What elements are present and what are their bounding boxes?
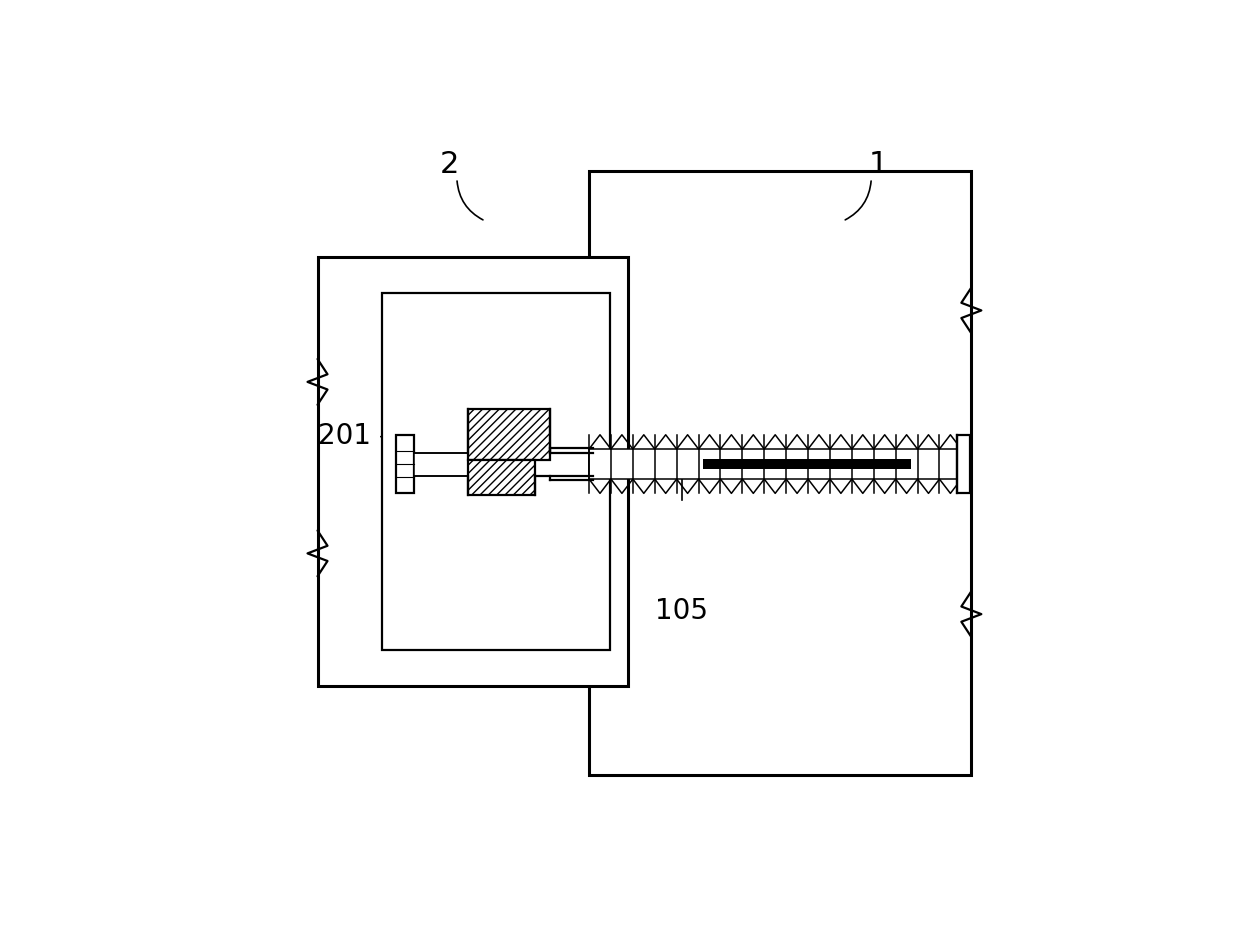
Text: 1: 1 bbox=[869, 150, 888, 179]
Text: 2: 2 bbox=[440, 150, 459, 179]
Bar bbox=[589, 450, 961, 479]
Bar bbox=[467, 461, 536, 495]
Bar bbox=[382, 293, 610, 650]
Bar bbox=[396, 436, 414, 494]
Text: 201: 201 bbox=[319, 422, 371, 450]
Bar bbox=[957, 436, 970, 494]
Bar bbox=[317, 258, 629, 686]
Bar bbox=[467, 410, 549, 461]
Bar bbox=[703, 460, 910, 469]
Text: 105: 105 bbox=[656, 597, 708, 625]
Bar bbox=[414, 453, 589, 476]
Bar bbox=[589, 171, 971, 775]
